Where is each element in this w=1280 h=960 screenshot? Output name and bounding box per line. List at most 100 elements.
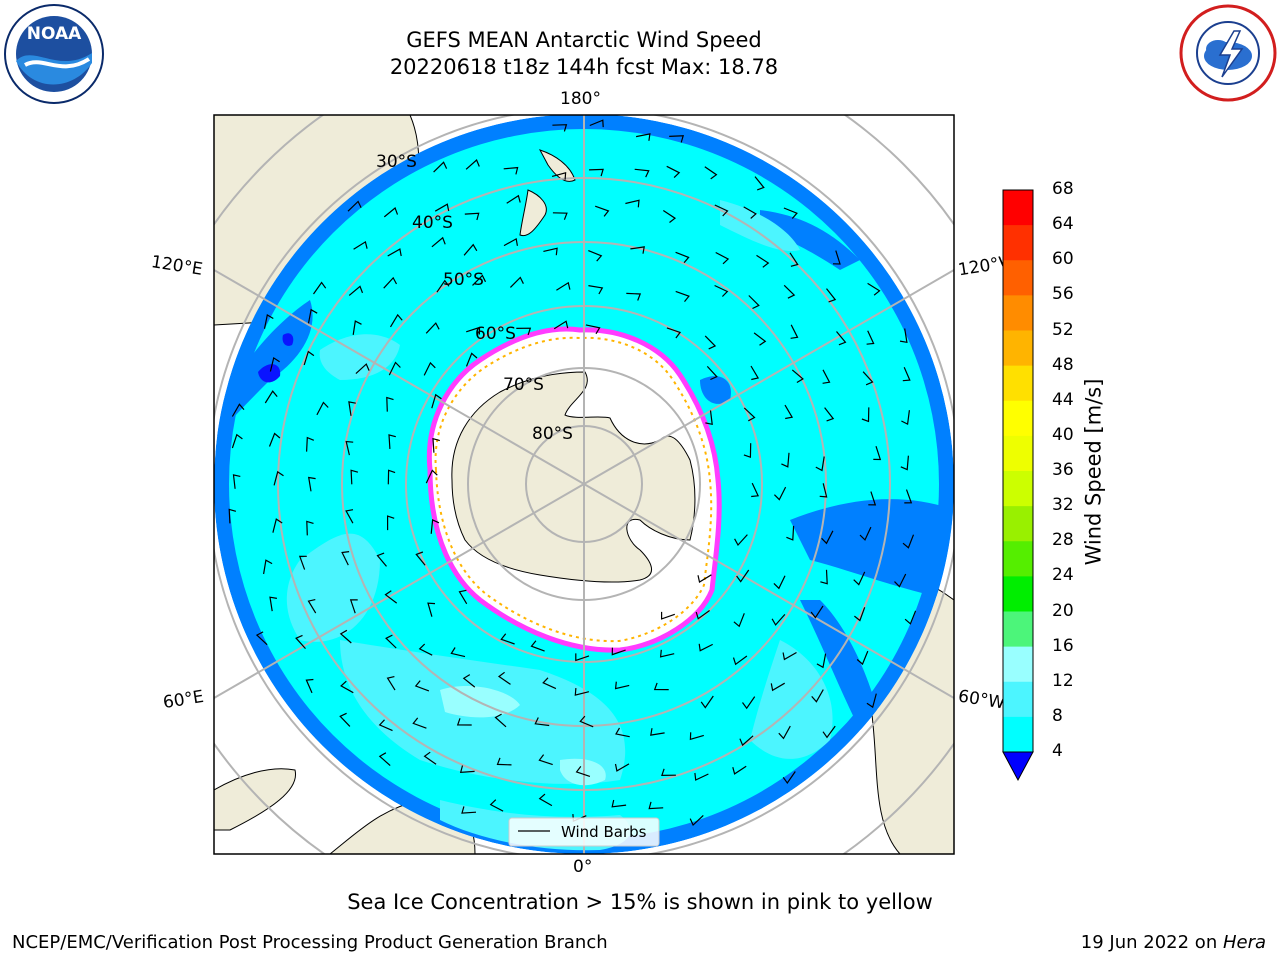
wind-barb <box>389 313 403 328</box>
wind-barb <box>425 469 438 484</box>
wind-barb <box>348 285 364 296</box>
wind-barb <box>661 611 675 620</box>
colorbar-tick-label: 32 <box>1052 495 1074 516</box>
wind-barb <box>465 352 478 367</box>
wind-barb <box>625 199 640 208</box>
wind-barb <box>786 525 795 541</box>
wind-barb <box>753 332 767 346</box>
colorbar-tick-label: 4 <box>1052 741 1063 761</box>
wind-barb <box>611 647 626 656</box>
wind-barb <box>589 168 604 177</box>
colorbar-tick-label: 68 <box>1052 179 1074 199</box>
wind-barb <box>615 727 630 738</box>
wind-barb <box>648 801 664 810</box>
wind-barb <box>516 327 532 336</box>
wind-barb <box>790 324 799 339</box>
wind-barb <box>754 176 765 191</box>
wind-barb <box>635 133 651 141</box>
colorbar-tick-label: 52 <box>1052 319 1074 340</box>
wind-barb <box>255 631 268 646</box>
wind-barb <box>340 680 354 694</box>
wind-barb <box>388 434 396 449</box>
wind-barb <box>263 559 273 575</box>
wind-barb <box>750 365 760 381</box>
footer-left: NCEP/EMC/Verification Post Processing Pr… <box>12 932 608 953</box>
wind-barb <box>826 288 837 303</box>
wind-barb <box>459 765 475 773</box>
wind-barb <box>434 203 450 212</box>
colorbar-tick-label: 60 <box>1052 249 1074 270</box>
map-frame <box>213 114 955 855</box>
wind-barb <box>348 401 356 416</box>
wind-barb <box>781 452 790 468</box>
wind-barb <box>859 526 872 541</box>
wind-barb <box>734 534 748 547</box>
colorbar-segment <box>1003 260 1033 296</box>
wind-barb <box>431 393 442 409</box>
wind-barb <box>295 634 306 650</box>
wind-barb <box>614 681 630 690</box>
wind-barb <box>305 678 314 694</box>
wind-barb <box>853 571 866 586</box>
noaa-logo-text: NOAA <box>27 24 82 44</box>
colorbar-tick-label: 36 <box>1052 460 1074 480</box>
legend-label: Wind Barbs <box>561 823 647 841</box>
wind-barb <box>579 715 594 728</box>
colorbar-tick-label: 20 <box>1052 600 1074 621</box>
wind-barb <box>666 165 681 179</box>
wind-barb <box>418 643 433 656</box>
wind-barb <box>819 483 828 498</box>
wind-barb <box>423 751 437 765</box>
wind-barb <box>450 647 466 658</box>
wind-barb <box>538 793 553 807</box>
wind-barb <box>231 433 243 449</box>
wind-barb <box>705 410 713 426</box>
wind-barb <box>264 390 278 404</box>
wind-barb <box>383 206 399 218</box>
wind-barb <box>782 651 797 661</box>
wind-barb <box>506 194 521 204</box>
wind-barb <box>900 455 909 471</box>
colorbar-segment <box>1003 681 1033 718</box>
wind-barb <box>666 327 682 339</box>
colorbar-segment <box>1003 646 1033 683</box>
colorbar-segment <box>1003 471 1033 507</box>
wind-barb <box>574 688 590 696</box>
wind-barb <box>298 555 307 570</box>
wind-barb <box>387 515 395 531</box>
wind-barb <box>352 320 362 335</box>
colorbar-segment <box>1003 716 1033 753</box>
wind-barb <box>556 281 571 291</box>
wind-barb <box>307 476 316 492</box>
wind-barb <box>534 717 550 727</box>
wind-barb <box>462 674 476 688</box>
wind-barb <box>551 172 567 180</box>
wind-barb <box>543 247 558 256</box>
wind-barb <box>538 754 553 766</box>
wind-barb <box>431 236 446 248</box>
wind-barb <box>228 508 237 524</box>
wind-barb <box>345 509 354 524</box>
wind-barb <box>387 469 396 485</box>
wind-barb <box>503 166 519 175</box>
colorbar-underflow <box>1002 751 1034 782</box>
wind-barb <box>263 314 274 329</box>
wind-barb <box>412 717 427 729</box>
wind-barb <box>500 633 515 645</box>
wind-barb <box>306 436 315 452</box>
wind-barb <box>347 200 362 212</box>
wind-barb <box>756 254 770 268</box>
colorbar-segment <box>1003 611 1033 648</box>
wind-barb <box>815 456 825 472</box>
wind-barb <box>272 518 283 533</box>
wind-barb <box>461 806 477 814</box>
footer-host: Hera <box>1222 932 1266 953</box>
wind-barb <box>662 209 677 223</box>
wind-barb <box>856 650 869 666</box>
wind-barb <box>307 599 317 614</box>
wind-barb <box>743 407 756 422</box>
wind-barb <box>751 482 759 498</box>
wind-barb <box>748 295 760 310</box>
wind-barb <box>715 251 730 265</box>
colorbar-segment <box>1003 506 1033 542</box>
